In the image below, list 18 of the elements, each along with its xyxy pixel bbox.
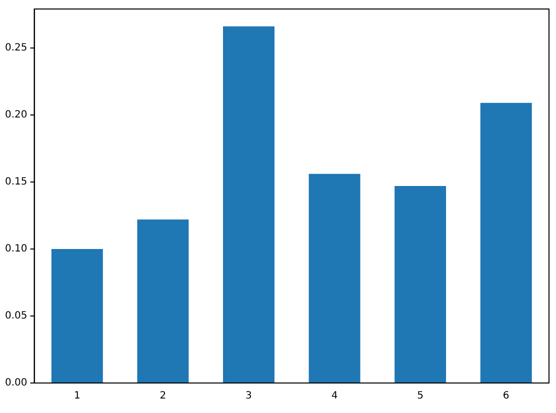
y-tick-label: 0.15 xyxy=(5,176,28,188)
x-tick-label: 6 xyxy=(502,390,510,402)
y-tick-label: 0.20 xyxy=(5,109,28,120)
x-tick-label: 5 xyxy=(417,390,424,402)
bar xyxy=(480,102,532,382)
x-tick-label: 4 xyxy=(331,390,338,402)
bar xyxy=(137,219,189,382)
x-tick-label: 3 xyxy=(246,390,252,402)
y-tick-label: 0.00 xyxy=(5,378,28,389)
y-tick-label: 0.25 xyxy=(5,42,28,54)
y-tick-label: 0.05 xyxy=(5,310,28,322)
x-tick-label: 2 xyxy=(160,390,166,402)
bar xyxy=(51,248,103,382)
bar xyxy=(308,174,360,382)
bar xyxy=(394,186,446,382)
y-tick-label: 0.10 xyxy=(5,244,28,255)
x-tick-label: 1 xyxy=(74,390,80,402)
bar xyxy=(223,26,274,382)
